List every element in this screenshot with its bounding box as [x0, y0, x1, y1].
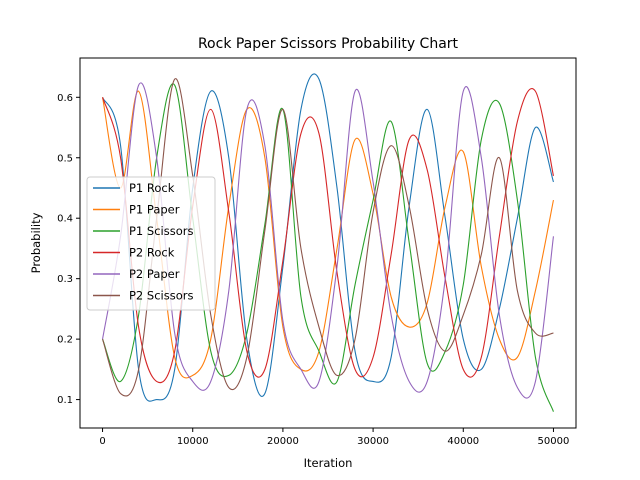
x-tick-label: 50000 [538, 436, 570, 447]
y-tick-label: 0.6 [57, 93, 73, 104]
y-axis-label: Probability [29, 212, 43, 273]
legend-label: P1 Scissors [129, 224, 193, 238]
series-line-6 [102, 78, 554, 397]
x-tick-label: 20000 [267, 436, 299, 447]
x-tick-label: 10000 [177, 436, 209, 447]
x-tick-label: 0 [99, 436, 105, 447]
y-tick-label: 0.4 [57, 214, 73, 225]
series-line-2 [102, 90, 554, 379]
legend-label: P2 Scissors [129, 289, 193, 303]
legend-label: P2 Paper [129, 267, 180, 281]
y-axis: 0.1 0.2 0.3 0.4 0.5 0.6 [57, 93, 80, 406]
legend-label: P1 Rock [129, 181, 175, 195]
series-line-3 [102, 83, 554, 412]
legend: P1 Rock P1 Paper P1 Scissors P2 Rock P2 Pape… [86, 176, 216, 311]
series-layer [102, 73, 554, 412]
y-tick-label: 0.3 [57, 274, 73, 285]
chart-title: Rock Paper Scissors Probability Chart [198, 36, 459, 52]
x-tick-label: 40000 [447, 436, 479, 447]
series-line-5 [102, 82, 554, 399]
legend-label: P1 Paper [129, 203, 180, 217]
y-tick-label: 0.2 [57, 335, 73, 346]
series-line-4 [102, 88, 554, 384]
series-line-1 [102, 73, 554, 402]
x-axis-label: Iteration [304, 456, 353, 470]
y-tick-label: 0.5 [57, 153, 73, 164]
x-tick-label: 30000 [357, 436, 389, 447]
x-axis: 0 10000 20000 30000 40000 50000 [99, 428, 569, 447]
legend-label: P2 Rock [129, 246, 175, 260]
y-tick-label: 0.1 [57, 395, 73, 406]
plot-frame [79, 57, 577, 429]
